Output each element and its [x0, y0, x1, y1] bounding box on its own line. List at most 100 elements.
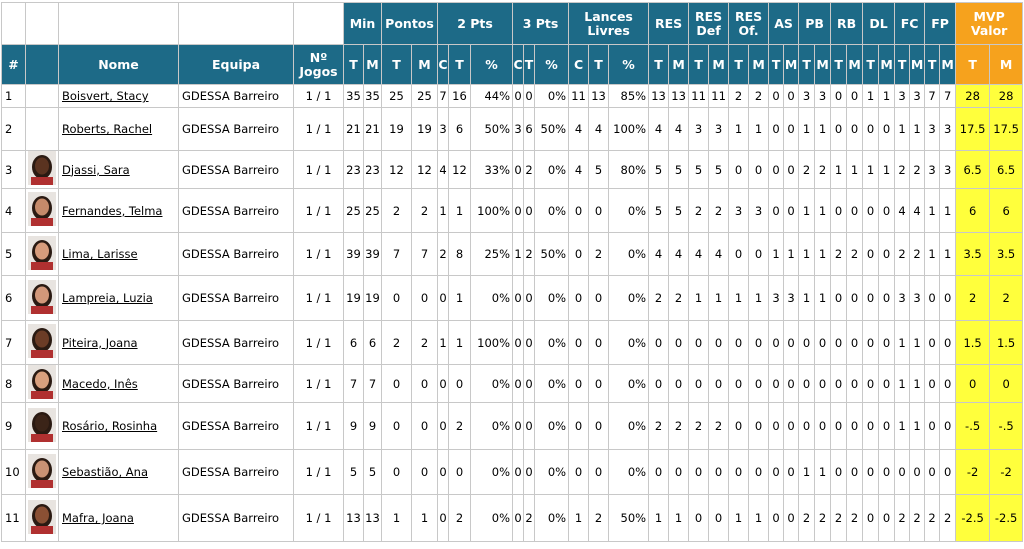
stat: 0 — [862, 107, 880, 151]
stat: 0 — [728, 364, 750, 403]
row-number: 4 — [1, 188, 26, 233]
stat: 0 — [568, 275, 590, 321]
group-header: RES Of. — [728, 2, 770, 45]
stat: 0 — [783, 364, 800, 403]
player-row: 6 Lampreia, Luzia GDESSA Barreiro 1 / 1 19 19… — [1, 275, 1024, 321]
subcolumn-header: T — [862, 44, 880, 85]
stat: 2 — [748, 84, 770, 108]
stat: 19 — [363, 275, 382, 321]
team: GDESSA Barreiro — [178, 232, 294, 276]
stat: 25% — [469, 232, 514, 276]
photo-cell — [25, 232, 59, 276]
player-row: 11 Mafra, Joana GDESSA Barreiro 1 / 1 13 13 1 1… — [1, 494, 1024, 542]
stat: 1 — [909, 402, 926, 450]
stat: 5 — [668, 188, 690, 233]
stat: 7 — [343, 364, 364, 403]
team: GDESSA Barreiro — [178, 364, 294, 403]
stat: 0 — [830, 275, 848, 321]
player-photo — [28, 453, 56, 488]
stat: 0 — [830, 84, 848, 108]
stat: 0 — [512, 364, 525, 403]
stat: 1 — [728, 275, 750, 321]
stat: 2 — [728, 84, 750, 108]
stat: 3 — [688, 107, 710, 151]
stat: 0 — [568, 188, 590, 233]
player-photo — [28, 235, 56, 270]
stat: 3.5 — [989, 232, 1024, 276]
photo-cell — [25, 449, 59, 495]
stat: 0 — [989, 364, 1024, 403]
stat: 2 — [846, 494, 864, 542]
stat: 1 — [668, 494, 690, 542]
stat: 1 — [748, 494, 770, 542]
stat: 0 — [381, 449, 412, 495]
stat: 23 — [363, 150, 382, 189]
group-header: Pontos — [381, 2, 438, 45]
player-name: Djassi, Sara — [58, 150, 179, 189]
stat: 1 — [798, 107, 816, 151]
subcolumn-header: % — [469, 44, 514, 85]
column-header: # — [1, 44, 26, 85]
stat: 0 — [708, 449, 730, 495]
stat: 6 — [523, 107, 536, 151]
stat: 2 — [381, 188, 412, 233]
stat: 0% — [534, 494, 570, 542]
stat: 0 — [411, 449, 438, 495]
stat: 6 — [343, 320, 364, 365]
stat: 1.5 — [989, 320, 1024, 365]
stat: 0 — [588, 402, 610, 450]
stat: 0 — [588, 364, 610, 403]
player-row: 2 Roberts, Rachel GDESSA Barreiro 1 / 1 21 21… — [1, 107, 1024, 151]
group-header: Lances Livres — [568, 2, 650, 45]
stat: 11 — [688, 84, 710, 108]
stat: 0 — [924, 275, 941, 321]
stat: 0 — [523, 275, 536, 321]
stat: 100% — [469, 188, 514, 233]
stat: 35 — [363, 84, 382, 108]
stat: 5 — [648, 150, 670, 189]
stat: 0 — [512, 449, 525, 495]
stat: 0 — [748, 402, 770, 450]
stat: 0 — [437, 364, 449, 403]
stat: 1 — [648, 494, 670, 542]
stat: 0% — [469, 449, 514, 495]
subcolumn-header: T — [924, 44, 941, 85]
stat: 2 — [411, 188, 438, 233]
row-number: 7 — [1, 320, 26, 365]
subcolumn-header: % — [608, 44, 650, 85]
stat: 2 — [894, 494, 911, 542]
stat: 0 — [830, 364, 848, 403]
stat: 0 — [437, 402, 449, 450]
stat: 7 — [437, 84, 449, 108]
stat: 2 — [688, 188, 710, 233]
stat: 0 — [568, 320, 590, 365]
subcolumn-header: M — [708, 44, 730, 85]
stat: 0 — [878, 364, 896, 403]
stat: 0 — [846, 107, 864, 151]
stat: 0 — [783, 188, 800, 233]
stat: 19 — [381, 107, 412, 151]
stat: 13 — [343, 494, 364, 542]
stat: 0 — [748, 320, 770, 365]
row-number: 11 — [1, 494, 26, 542]
stat: 1 — [939, 188, 957, 233]
stat: 1 — [846, 150, 864, 189]
stat: 1 — [894, 320, 911, 365]
player-name: Mafra, Joana — [58, 494, 179, 542]
stat: 1 — [411, 494, 438, 542]
stat: 3 — [894, 84, 911, 108]
stat: 2 — [588, 232, 610, 276]
row-number: 1 — [1, 84, 26, 108]
player-photo — [28, 279, 56, 314]
blank-header — [293, 2, 344, 45]
stat: 0 — [648, 364, 670, 403]
stat: 2 — [830, 232, 848, 276]
stat: 0 — [798, 364, 816, 403]
stat: 33% — [469, 150, 514, 189]
photo-cell — [25, 188, 59, 233]
stat: 17.5 — [989, 107, 1024, 151]
stat: 0% — [608, 402, 650, 450]
stat: 1 — [381, 494, 412, 542]
